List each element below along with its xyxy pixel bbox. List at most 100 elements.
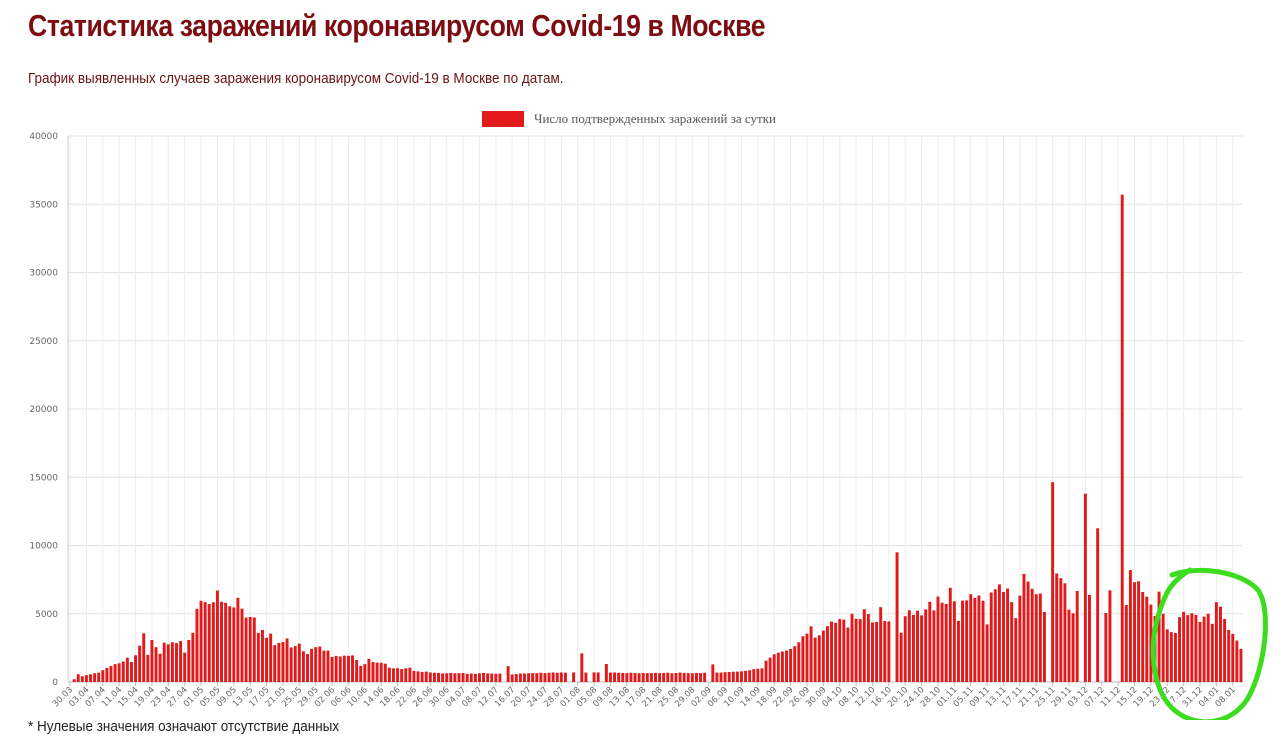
data-bar[interactable]: [617, 672, 621, 682]
data-bar[interactable]: [387, 667, 391, 682]
data-bar[interactable]: [899, 632, 903, 682]
data-bar[interactable]: [170, 642, 174, 682]
data-bar[interactable]: [936, 596, 940, 682]
data-bar[interactable]: [293, 646, 297, 682]
data-bar[interactable]: [1194, 614, 1198, 682]
data-bar[interactable]: [858, 619, 862, 682]
data-bar[interactable]: [948, 587, 952, 682]
data-bar[interactable]: [1219, 606, 1222, 682]
data-bar[interactable]: [789, 648, 793, 682]
data-bar[interactable]: [318, 646, 322, 682]
data-bar[interactable]: [326, 650, 330, 682]
data-bar[interactable]: [121, 661, 125, 682]
data-bar[interactable]: [224, 602, 228, 682]
data-bar[interactable]: [105, 667, 109, 682]
data-bar[interactable]: [322, 650, 326, 682]
data-bar[interactable]: [416, 671, 420, 682]
data-bar[interactable]: [125, 657, 129, 682]
data-bar[interactable]: [445, 673, 449, 682]
data-bar[interactable]: [269, 633, 273, 682]
data-bar[interactable]: [248, 616, 252, 682]
data-bar[interactable]: [961, 600, 965, 682]
data-bar[interactable]: [985, 624, 989, 682]
data-bar[interactable]: [674, 672, 678, 682]
data-bar[interactable]: [1210, 623, 1214, 682]
data-bar[interactable]: [342, 655, 346, 682]
data-bar[interactable]: [1055, 573, 1059, 682]
data-bar[interactable]: [1096, 528, 1100, 682]
data-bar[interactable]: [776, 652, 780, 682]
data-bar[interactable]: [940, 602, 944, 682]
data-bar[interactable]: [797, 642, 801, 682]
data-bar[interactable]: [179, 641, 183, 682]
data-bar[interactable]: [199, 600, 203, 682]
data-bar[interactable]: [1202, 616, 1206, 682]
data-bar[interactable]: [662, 672, 666, 682]
data-bar[interactable]: [203, 602, 207, 682]
data-bar[interactable]: [449, 672, 453, 682]
data-bar[interactable]: [265, 637, 269, 682]
data-bar[interactable]: [666, 672, 670, 682]
data-bar[interactable]: [793, 646, 797, 682]
data-bar[interactable]: [956, 620, 960, 682]
data-bar[interactable]: [310, 648, 314, 682]
data-bar[interactable]: [551, 672, 555, 682]
data-bar[interactable]: [1030, 588, 1034, 682]
data-bar[interactable]: [285, 638, 289, 682]
data-bar[interactable]: [740, 671, 743, 682]
data-bar[interactable]: [727, 672, 731, 682]
data-bar[interactable]: [854, 618, 858, 682]
data-bar[interactable]: [330, 657, 334, 682]
data-bar[interactable]: [596, 672, 600, 682]
data-bar[interactable]: [825, 626, 829, 682]
data-bar[interactable]: [731, 671, 735, 682]
data-bar[interactable]: [629, 672, 633, 682]
data-bar[interactable]: [1063, 583, 1067, 682]
data-bar[interactable]: [232, 607, 236, 682]
data-bar[interactable]: [396, 668, 400, 682]
data-bar[interactable]: [1157, 591, 1161, 682]
data-bar[interactable]: [1124, 605, 1128, 682]
data-bar[interactable]: [1178, 617, 1182, 682]
data-bar[interactable]: [871, 622, 874, 682]
data-bar[interactable]: [84, 675, 88, 682]
data-bar[interactable]: [207, 604, 211, 682]
data-bar[interactable]: [895, 552, 899, 682]
data-bar[interactable]: [555, 672, 559, 682]
data-bar[interactable]: [1141, 592, 1145, 682]
data-bar[interactable]: [523, 673, 526, 682]
data-bar[interactable]: [93, 673, 97, 682]
data-bar[interactable]: [404, 668, 408, 682]
data-bar[interactable]: [772, 654, 776, 682]
data-bar[interactable]: [1104, 613, 1108, 682]
data-bar[interactable]: [392, 668, 395, 682]
data-bar[interactable]: [355, 660, 359, 682]
data-bar[interactable]: [457, 673, 461, 682]
data-bar[interactable]: [981, 600, 985, 682]
data-bar[interactable]: [166, 644, 170, 682]
data-bar[interactable]: [211, 602, 215, 682]
data-bar[interactable]: [113, 664, 117, 682]
data-bar[interactable]: [412, 670, 416, 682]
data-bar[interactable]: [1002, 592, 1005, 682]
data-bar[interactable]: [1038, 593, 1042, 682]
data-bar[interactable]: [1010, 602, 1014, 682]
data-bar[interactable]: [752, 669, 756, 682]
data-bar[interactable]: [838, 619, 842, 682]
data-bar[interactable]: [817, 635, 821, 682]
data-bar[interactable]: [375, 662, 379, 682]
data-bar[interactable]: [768, 657, 772, 682]
data-bar[interactable]: [383, 663, 387, 682]
data-bar[interactable]: [813, 637, 817, 682]
data-bar[interactable]: [129, 662, 133, 682]
data-bar[interactable]: [723, 672, 727, 682]
data-bar[interactable]: [228, 606, 232, 682]
data-bar[interactable]: [89, 674, 92, 682]
data-bar[interactable]: [543, 673, 547, 682]
data-bar[interactable]: [887, 621, 891, 682]
data-bar[interactable]: [1083, 493, 1087, 682]
data-bar[interactable]: [703, 672, 707, 682]
data-bar[interactable]: [875, 621, 879, 682]
data-bar[interactable]: [580, 653, 584, 682]
data-bar[interactable]: [850, 613, 854, 682]
